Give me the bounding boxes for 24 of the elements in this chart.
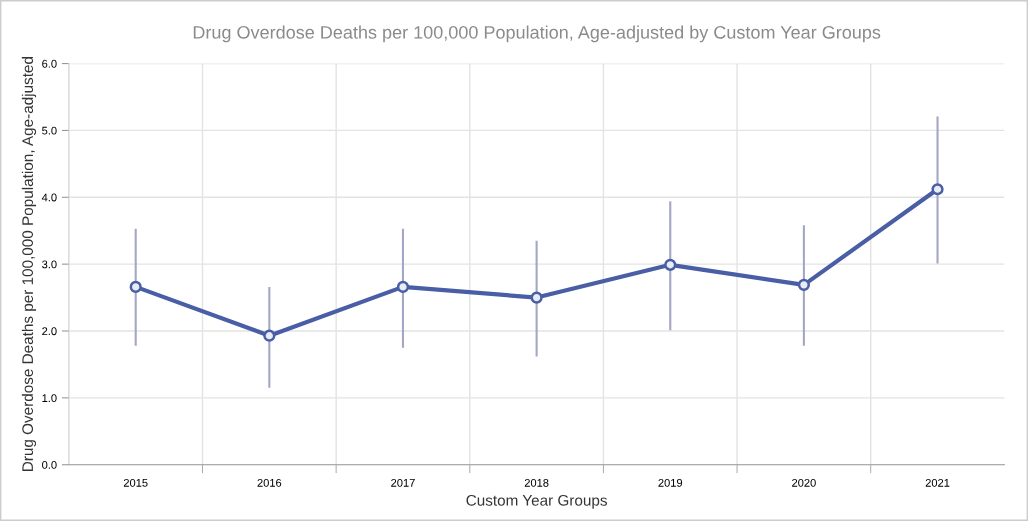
x-axis-title: Custom Year Groups [466, 494, 607, 509]
point [931, 183, 944, 196]
x-tick-label: 2016 [257, 478, 282, 487]
y-axis-title: Drug Overdose Deaths per 100,000 Population, Age-adjusted [21, 57, 37, 471]
point [797, 278, 811, 291]
x-tick-label: 2015 [123, 478, 148, 487]
y-tick-label: 3.0 [42, 260, 57, 269]
y-tick-label: 6.0 [42, 59, 57, 68]
point [664, 258, 677, 271]
y-tick-label: 0.0 [42, 461, 57, 469]
x-tick-label: 2019 [658, 478, 683, 487]
x-tick-label: 2017 [391, 478, 415, 487]
chart-title: Drug Overdose Deaths per 100,000 Population, Age-adjusted by Custom Year Groups [193, 25, 881, 43]
point [396, 280, 410, 293]
x-tick-label: 2021 [925, 478, 950, 487]
x-tick-label: 2020 [792, 478, 816, 487]
y-tick-label: 2.0 [42, 327, 57, 336]
y-tick-label: 4.0 [41, 193, 57, 202]
point [530, 291, 543, 304]
point [129, 280, 142, 293]
y-tick-label: 5.0 [42, 126, 57, 135]
x-tick-label: 2018 [524, 478, 549, 487]
point [263, 329, 276, 342]
y-tick-label: 1.0 [42, 394, 57, 403]
